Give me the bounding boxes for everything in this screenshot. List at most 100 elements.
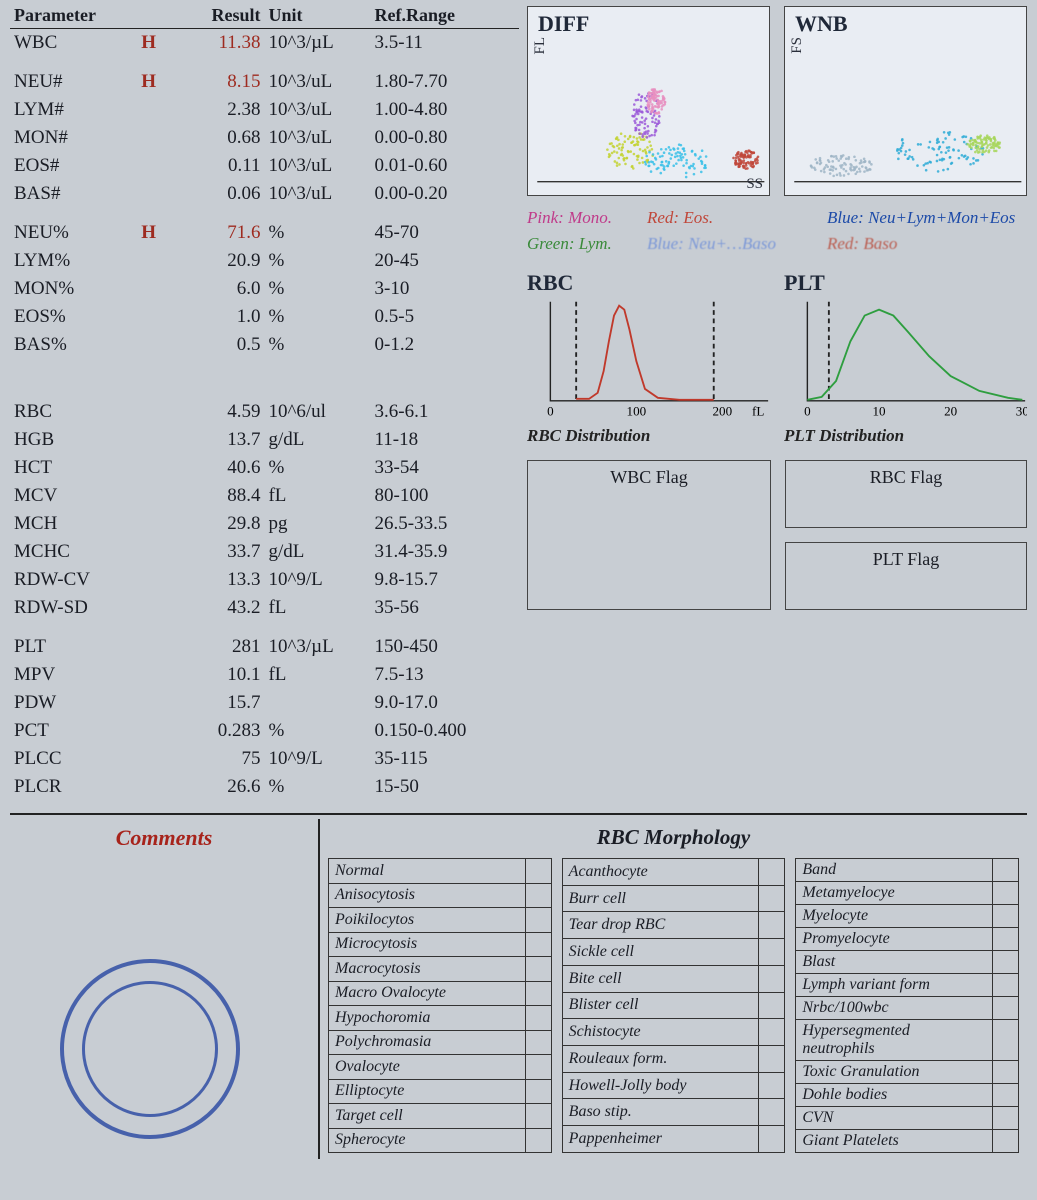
morphology-row: Band	[796, 859, 1019, 882]
morphology-check	[759, 859, 785, 886]
param-flag	[137, 152, 179, 180]
param-name: MCV	[10, 482, 137, 510]
diff-title: DIFF	[538, 11, 589, 37]
param-name: MCHC	[10, 538, 137, 566]
morphology-check	[759, 1019, 785, 1046]
param-range: 1.00-4.80	[371, 96, 519, 124]
result-row: MCV88.4fL80-100	[10, 482, 519, 510]
result-row: WBCH11.3810^3/µL3.5-11	[10, 29, 519, 58]
result-row: MON#0.6810^3/uL0.00-0.80	[10, 124, 519, 152]
param-result: 15.7	[180, 689, 265, 717]
result-row: RDW-SD43.2fL35-56	[10, 594, 519, 622]
param-range: 9.0-17.0	[371, 689, 519, 717]
param-unit	[264, 689, 370, 717]
morphology-row: Target cell	[329, 1104, 552, 1129]
param-result: 1.0	[180, 303, 265, 331]
cbc-results-table: Parameter Result Unit Ref.Range WBCH11.3…	[10, 3, 519, 801]
morphology-label: Normal	[329, 859, 526, 884]
morphology-row: Hypersegmented neutrophils	[796, 1020, 1019, 1061]
morphology-check	[993, 928, 1019, 951]
morphology-row: Pappenheimer	[562, 1126, 785, 1153]
morphology-check	[993, 997, 1019, 1020]
morphology-check	[525, 1128, 551, 1153]
morphology-label: Hypersegmented neutrophils	[796, 1020, 993, 1061]
morphology-label: Howell-Jolly body	[562, 1072, 759, 1099]
param-name: MON%	[10, 275, 137, 303]
morphology-row: Sickle cell	[562, 939, 785, 966]
param-flag	[137, 661, 179, 689]
param-result: 0.11	[180, 152, 265, 180]
param-flag	[137, 622, 179, 661]
svg-text:0: 0	[804, 404, 811, 419]
morphology-label: Lymph variant form	[796, 974, 993, 997]
param-flag	[137, 745, 179, 773]
param-range: 0-1.2	[371, 331, 519, 359]
param-name: PLCR	[10, 773, 137, 801]
param-unit: %	[264, 275, 370, 303]
param-flag	[137, 180, 179, 208]
result-row: MCHC33.7g/dL31.4-35.9	[10, 538, 519, 566]
param-name: HGB	[10, 426, 137, 454]
param-result: 0.68	[180, 124, 265, 152]
morphology-check	[993, 1130, 1019, 1153]
param-range: 0.150-0.400	[371, 717, 519, 745]
morphology-section: RBC Morphology NormalAnisocytosisPoikilo…	[320, 819, 1027, 1159]
result-row: MON%6.0%3-10	[10, 275, 519, 303]
plt-hist-title: PLT	[784, 270, 1027, 296]
result-row: RDW-CV13.310^9/L9.8-15.7	[10, 566, 519, 594]
param-unit: 10^3/uL	[264, 57, 370, 96]
rbc-histogram: RBC 0100200fL RBC Distribution	[527, 270, 770, 446]
param-result: 33.7	[180, 538, 265, 566]
morphology-check	[759, 912, 785, 939]
param-name: MON#	[10, 124, 137, 152]
morphology-check	[759, 1072, 785, 1099]
morphology-label: Macrocytosis	[329, 957, 526, 982]
result-row: NEU%H71.6%45-70	[10, 208, 519, 247]
param-name: WBC	[10, 29, 137, 58]
param-unit: 10^9/L	[264, 745, 370, 773]
morphology-label: Giant Platelets	[796, 1130, 993, 1153]
col-parameter: Parameter	[10, 3, 137, 29]
param-range: 3-10	[371, 275, 519, 303]
param-name: LYM#	[10, 96, 137, 124]
param-unit: g/dL	[264, 538, 370, 566]
param-name: RBC	[10, 398, 137, 426]
comments-title: Comments	[18, 825, 310, 851]
morphology-row: Giant Platelets	[796, 1130, 1019, 1153]
param-range: 45-70	[371, 208, 519, 247]
morphology-check	[525, 908, 551, 933]
morphology-row: Howell-Jolly body	[562, 1072, 785, 1099]
param-name: BAS%	[10, 331, 137, 359]
morphology-check	[993, 859, 1019, 882]
param-unit: %	[264, 717, 370, 745]
svg-text:200: 200	[713, 404, 733, 419]
param-flag	[137, 482, 179, 510]
morphology-row: Polychromasia	[329, 1030, 552, 1055]
param-unit: pg	[264, 510, 370, 538]
morphology-label: Nrbc/100wbc	[796, 997, 993, 1020]
wnb-y-axis: FS	[789, 37, 806, 54]
param-flag: H	[137, 29, 179, 58]
param-flag: H	[137, 208, 179, 247]
param-flag	[137, 717, 179, 745]
morphology-check	[759, 1099, 785, 1126]
param-range: 11-18	[371, 426, 519, 454]
svg-text:20: 20	[944, 404, 958, 419]
param-unit: 10^3/uL	[264, 124, 370, 152]
param-unit: g/dL	[264, 426, 370, 454]
morphology-check	[993, 951, 1019, 974]
param-range: 35-115	[371, 745, 519, 773]
param-name: LYM%	[10, 247, 137, 275]
morphology-check	[759, 1126, 785, 1153]
morphology-row: Macrocytosis	[329, 957, 552, 982]
morphology-check	[525, 1079, 551, 1104]
rbc-hist-caption: RBC Distribution	[527, 426, 770, 446]
morphology-row: Schistocyte	[562, 1019, 785, 1046]
result-row: EOS%1.0%0.5-5	[10, 303, 519, 331]
legend-blue: Blue: Neu+Lym+Mon+Eos	[827, 208, 1027, 228]
morphology-title: RBC Morphology	[328, 825, 1019, 850]
param-range: 20-45	[371, 247, 519, 275]
morphology-row: Blast	[796, 951, 1019, 974]
morphology-table-1: NormalAnisocytosisPoikilocytosMicrocytos…	[328, 858, 552, 1153]
param-range: 9.8-15.7	[371, 566, 519, 594]
